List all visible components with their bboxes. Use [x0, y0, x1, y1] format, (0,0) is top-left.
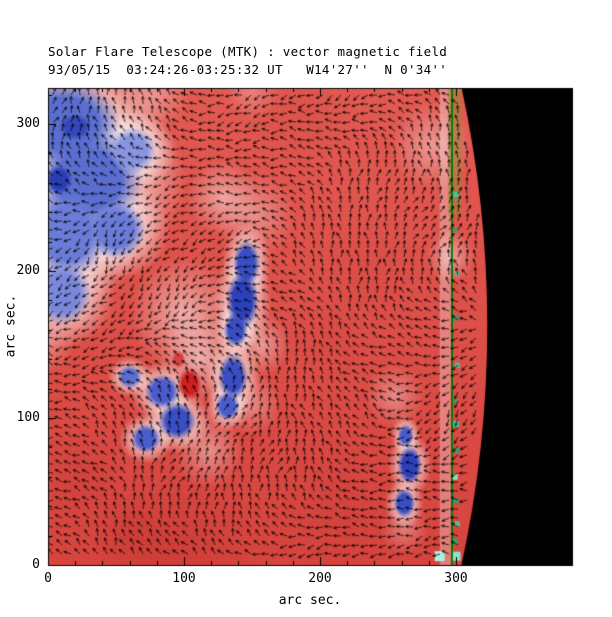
x-tick-label-200: 200 [308, 571, 332, 586]
y-tick-label-200: 200 [16, 263, 40, 278]
x-axis-label: arc sec. [278, 593, 342, 608]
x-tick-label-100: 100 [172, 571, 196, 586]
x-tick-label-0: 0 [44, 571, 52, 586]
plot-title-line2: 93/05/15 03:24:26-03:25:32 UT W14'27'' N… [48, 62, 448, 77]
x-tick-label-300: 300 [444, 571, 468, 586]
y-tick-label-0: 0 [32, 557, 40, 572]
y-tick-label-100: 100 [16, 410, 40, 425]
y-tick-label-300: 300 [16, 116, 40, 131]
y-axis-label: arc sec. [3, 294, 19, 358]
plot-title-line1: Solar Flare Telescope (MTK) : vector mag… [48, 44, 448, 59]
